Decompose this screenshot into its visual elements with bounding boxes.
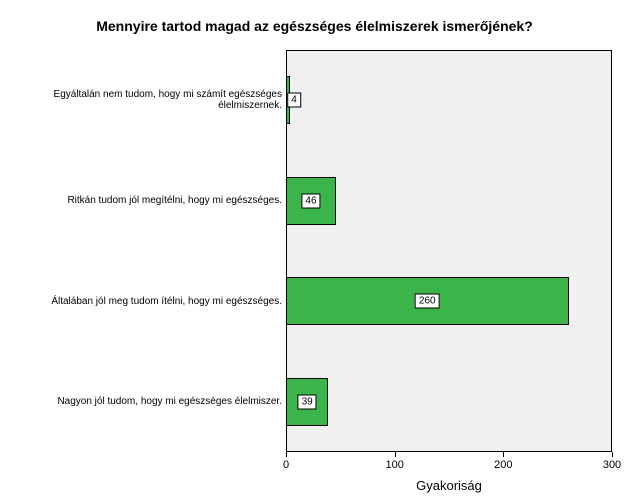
x-tick-label: 100 — [385, 459, 403, 471]
bar-value-label: 260 — [415, 294, 440, 309]
x-tick — [395, 452, 396, 457]
x-tick — [612, 452, 613, 457]
y-category-label: Általában jól meg tudom ítélni, hogy mi … — [0, 296, 282, 307]
y-category-label: Egyáltalán nem tudom, hogy mi számít egé… — [0, 89, 282, 111]
x-tick-label: 200 — [494, 459, 512, 471]
plot-area — [286, 50, 612, 452]
x-tick-label: 0 — [283, 459, 289, 471]
y-category-label: Ritkán tudom jól megítélni, hogy mi egés… — [0, 195, 282, 206]
bar-value-label: 4 — [287, 93, 301, 108]
y-category-label: Nagyon jól tudom, hogy mi egészséges éle… — [0, 396, 282, 407]
x-tick-label: 300 — [603, 459, 621, 471]
x-tick — [286, 452, 287, 457]
chart-container: Mennyire tartod magad az egészséges élel… — [0, 0, 629, 504]
x-tick — [503, 452, 504, 457]
bar-value-label: 46 — [301, 193, 320, 208]
x-axis-title: Gyakoriság — [286, 478, 612, 493]
chart-title: Mennyire tartod magad az egészséges élel… — [0, 18, 629, 34]
bar-value-label: 39 — [298, 394, 317, 409]
